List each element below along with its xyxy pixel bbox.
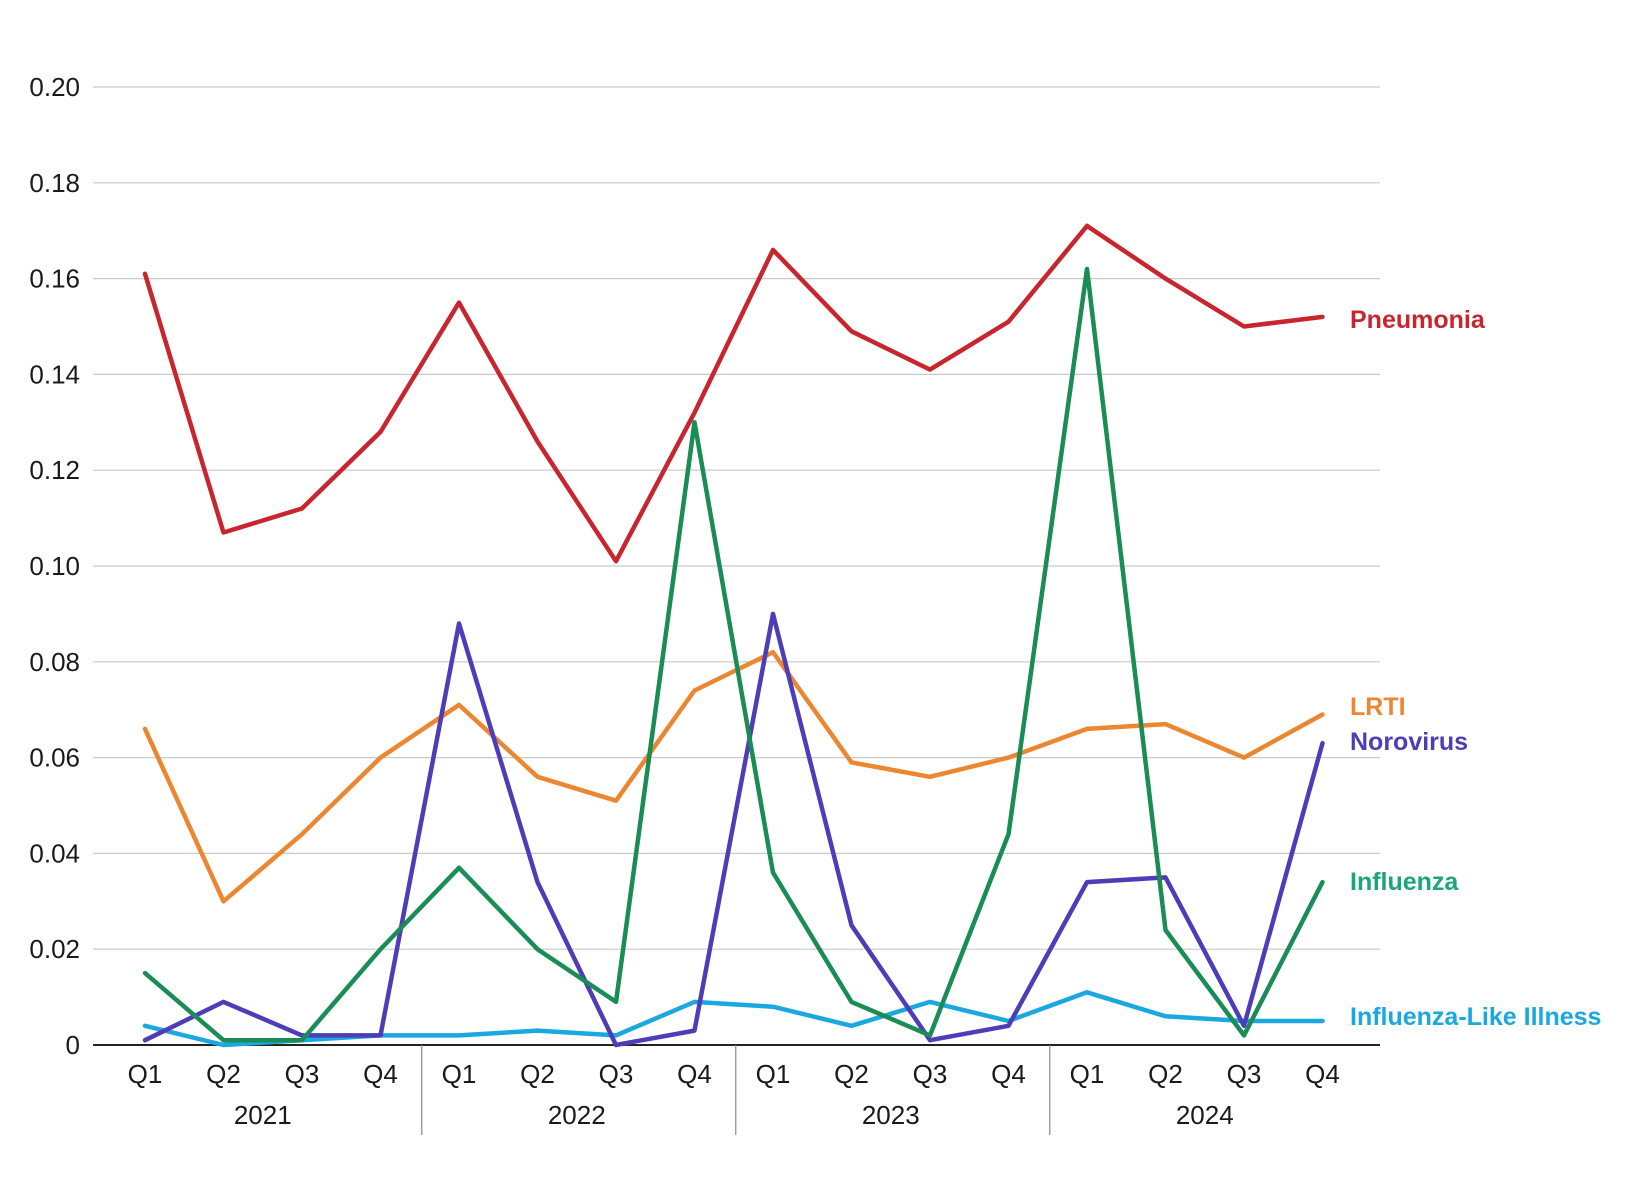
x-tick-label: Q4 xyxy=(1305,1059,1340,1089)
y-tick-label: 0 xyxy=(66,1030,80,1060)
series-line-norovirus xyxy=(142,611,1325,1048)
x-tick-label: Q1 xyxy=(128,1059,163,1089)
year-label: 2022 xyxy=(548,1100,606,1130)
series-line-lrti xyxy=(142,649,1325,904)
x-tick-label: Q2 xyxy=(206,1059,241,1089)
series-label-influenza-like-illness: Influenza-Like Illness xyxy=(1350,1003,1601,1031)
x-tick-label: Q3 xyxy=(599,1059,634,1089)
series-line-influenza xyxy=(142,266,1325,1043)
series-label-norovirus: Norovirus xyxy=(1350,728,1468,756)
series-line-influenza-like-illness xyxy=(142,990,1325,1048)
year-label: 2024 xyxy=(1176,1100,1234,1130)
axes: 0 0.02 0.04 0.06 0.08 0.10 0.12 0.14 0.16 0.18 0.2… xyxy=(29,72,1380,1135)
x-tick-label: Q3 xyxy=(1227,1059,1262,1089)
y-tick-label: 0.02 xyxy=(29,934,80,964)
gridlines xyxy=(93,86,1380,950)
x-tick-label: Q4 xyxy=(677,1059,712,1089)
x-tick-label: Q2 xyxy=(1148,1059,1183,1089)
x-tick-label: Q4 xyxy=(363,1059,398,1089)
x-tick-label: Q2 xyxy=(520,1059,555,1089)
x-tick-label: Q3 xyxy=(285,1059,320,1089)
x-tick-label: Q4 xyxy=(991,1059,1026,1089)
series-label-influenza: Influenza xyxy=(1350,868,1459,896)
y-tick-label: 0.18 xyxy=(29,168,80,198)
y-tick-label: 0.10 xyxy=(29,551,80,581)
y-tick-label: 0.12 xyxy=(29,455,80,485)
y-tick-label: 0.20 xyxy=(29,72,80,102)
y-tick-label: 0.16 xyxy=(29,264,80,294)
series-label-lrti: LRTI xyxy=(1350,693,1406,721)
y-tick-label: 0.06 xyxy=(29,743,80,773)
x-tick-label: Q1 xyxy=(1070,1059,1105,1089)
x-tick-label: Q3 xyxy=(913,1059,948,1089)
y-tick-label: 0.14 xyxy=(29,359,80,389)
x-tick-label: Q2 xyxy=(834,1059,869,1089)
series-labels: Pneumonia LRTI Norovirus Influenza Influenza… xyxy=(1350,306,1601,1031)
y-tick-label: 0.08 xyxy=(29,647,80,677)
y-tick-label: 0.04 xyxy=(29,838,80,868)
x-tick-label: Q1 xyxy=(756,1059,791,1089)
year-label: 2023 xyxy=(862,1100,920,1130)
series-label-pneumonia: Pneumonia xyxy=(1350,306,1486,334)
x-tick-label: Q1 xyxy=(442,1059,477,1089)
series-lines xyxy=(142,223,1325,1048)
series-line-pneumonia xyxy=(142,223,1325,564)
year-label: 2021 xyxy=(234,1100,292,1130)
